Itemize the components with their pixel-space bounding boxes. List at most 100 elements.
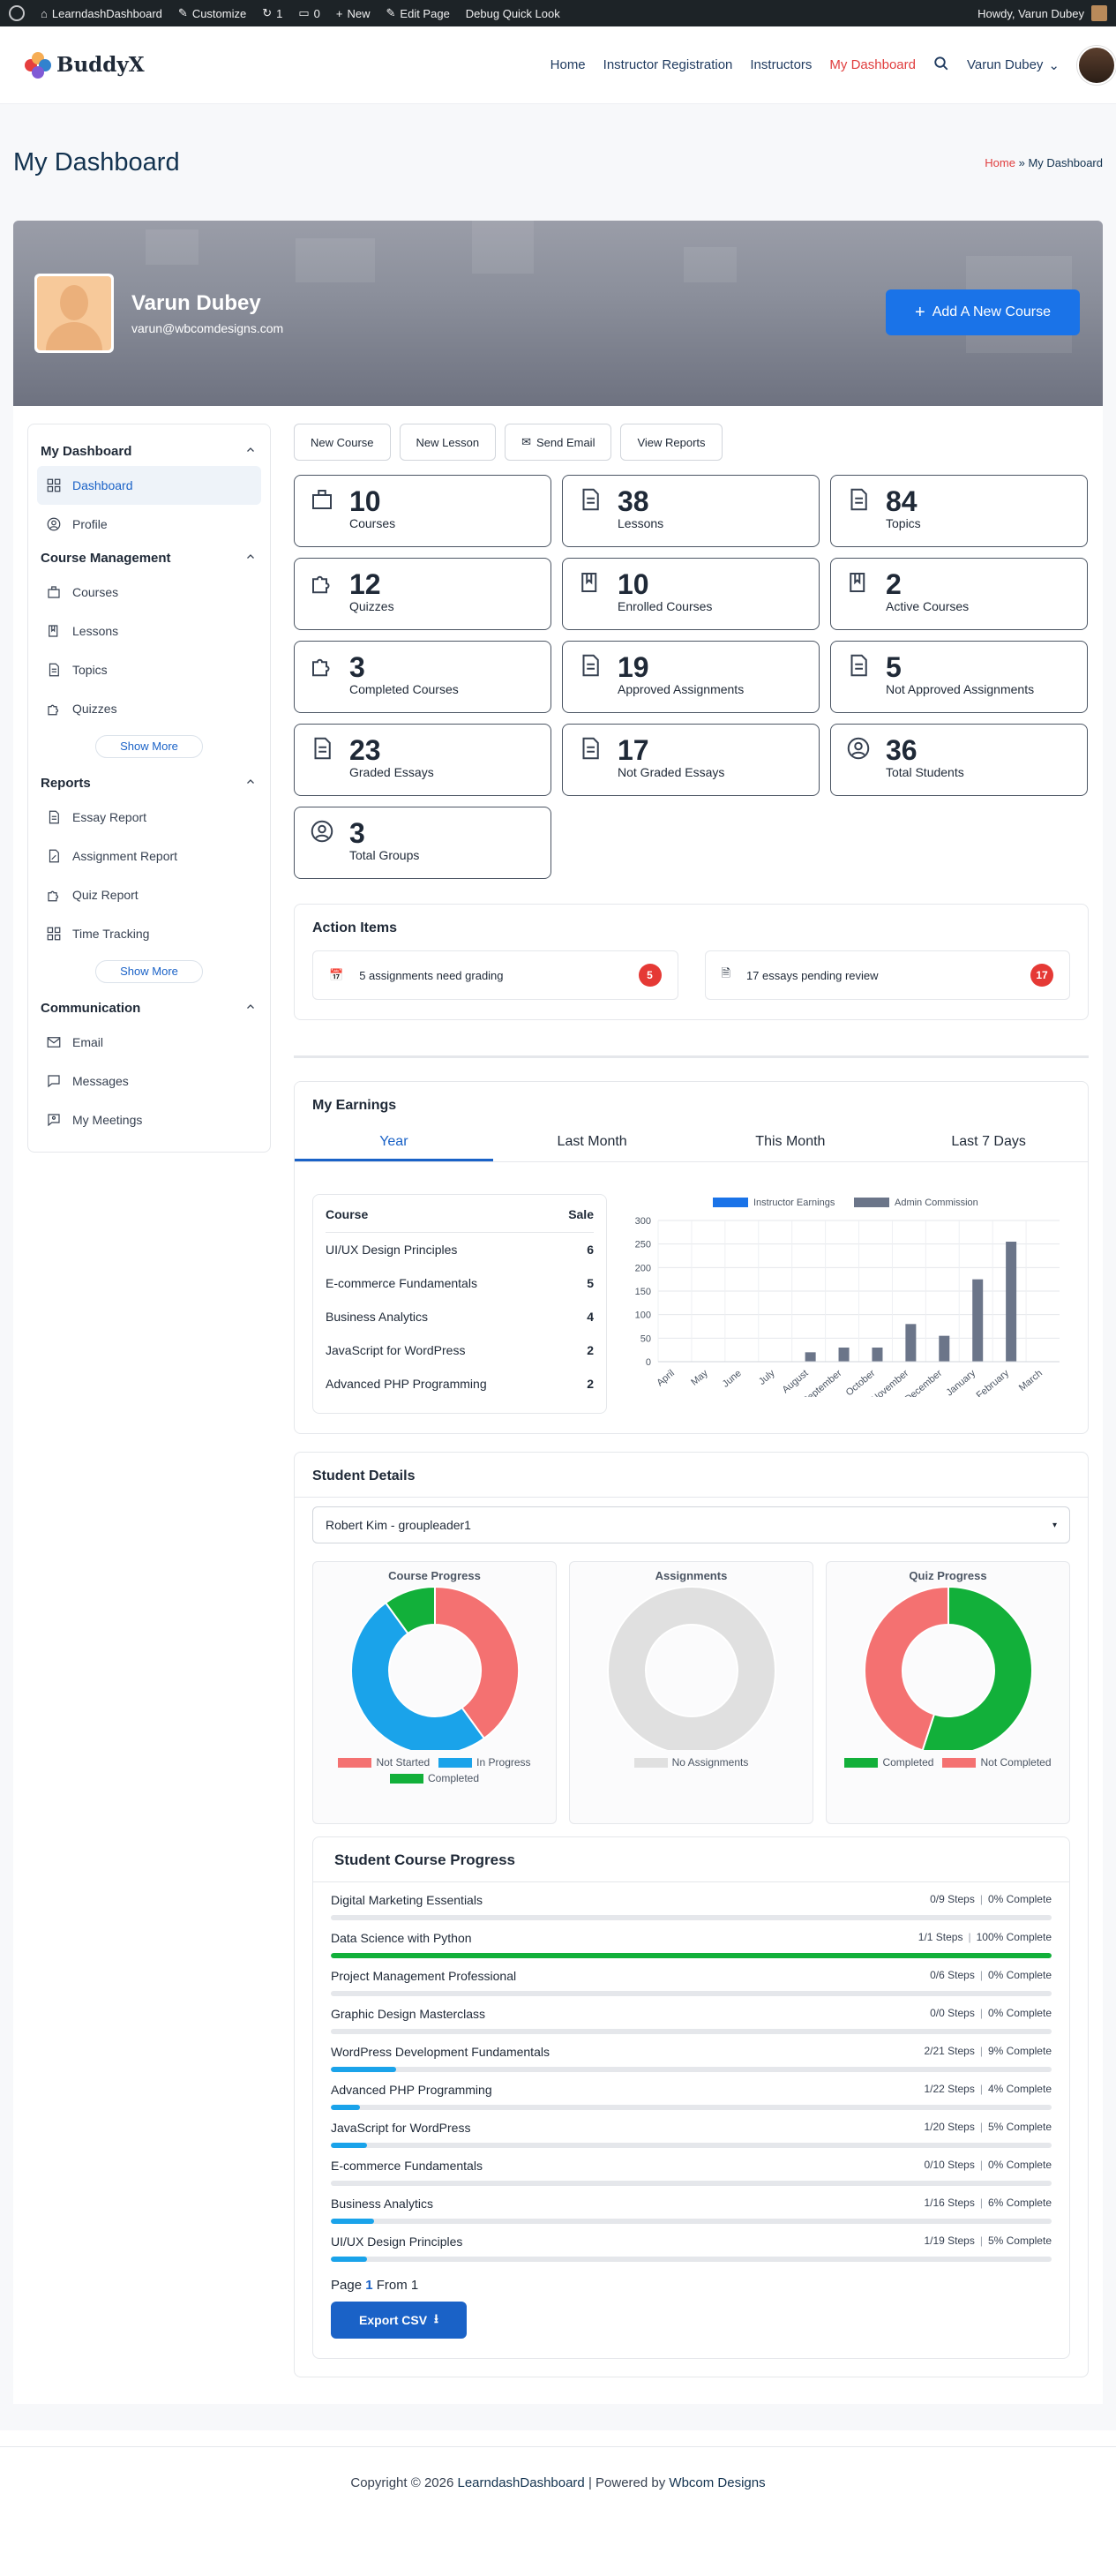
footer-site-link[interactable]: LearndashDashboard xyxy=(457,2475,585,2490)
footer-company-link[interactable]: Wbcom Designs xyxy=(669,2475,766,2490)
course-name[interactable]: UI/UX Design Principles xyxy=(331,2234,463,2249)
y-tick-label: 200 xyxy=(635,1263,651,1273)
admin-new-link[interactable]: + New xyxy=(336,7,371,20)
show-more-button[interactable]: Show More xyxy=(95,960,203,983)
sidebar-item-courses[interactable]: Courses xyxy=(37,573,261,612)
stat-card[interactable]: 84 Topics xyxy=(830,475,1088,547)
page-titlebar: My Dashboard Home » My Dashboard xyxy=(0,104,1116,221)
sidebar-section-header[interactable]: Reports xyxy=(37,769,261,798)
legend-item[interactable]: Completed xyxy=(844,1756,933,1769)
new-course-button[interactable]: New Course xyxy=(294,424,391,461)
sidebar-item-profile[interactable]: Profile xyxy=(37,505,261,544)
sidebar-item-my-meetings[interactable]: My Meetings xyxy=(37,1100,261,1139)
nav-home[interactable]: Home xyxy=(550,57,586,72)
sidebar-item-lessons[interactable]: Lessons xyxy=(37,612,261,650)
sidebar-item-messages[interactable]: Messages xyxy=(37,1062,261,1100)
course-name[interactable]: Advanced PHP Programming xyxy=(331,2083,492,2097)
tab-this-month[interactable]: This Month xyxy=(755,1134,826,1149)
student-select[interactable]: Robert Kim - groupleader1 ▾ xyxy=(312,1506,1070,1543)
wordpress-logo-icon[interactable] xyxy=(9,5,25,21)
legend-item[interactable]: No Assignments xyxy=(633,1756,748,1769)
sidebar-item-time-tracking[interactable]: Time Tracking xyxy=(37,914,261,953)
stat-card[interactable]: 36 Total Students xyxy=(830,724,1088,796)
donut-card: Quiz Progress Completed Not Completed xyxy=(826,1561,1070,1824)
search-icon[interactable] xyxy=(933,56,949,75)
tab-last-7-days[interactable]: Last 7 Days xyxy=(951,1134,1026,1149)
course-name[interactable]: WordPress Development Fundamentals xyxy=(331,2045,550,2059)
nav-instructor-registration[interactable]: Instructor Registration xyxy=(603,57,733,72)
stat-card[interactable]: 10 Courses xyxy=(294,475,551,547)
nav-my-dashboard[interactable]: My Dashboard xyxy=(829,57,916,72)
admin-account[interactable]: Howdy, Varun Dubey xyxy=(977,5,1107,21)
course-progress-row: Project Management Professional 0/6 Steps… xyxy=(313,1969,1069,1996)
puzzle-icon xyxy=(46,701,62,717)
legend-swatch xyxy=(942,1757,977,1768)
stat-card[interactable]: 12 Quizzes xyxy=(294,558,551,630)
profile-avatar[interactable] xyxy=(34,274,114,353)
stat-card[interactable]: 23 Graded Essays xyxy=(294,724,551,796)
export-csv-button[interactable]: Export CSV ⭳ xyxy=(331,2302,467,2339)
admin-edit-page-link[interactable]: ✎ Edit Page xyxy=(386,6,450,20)
new-lesson-button[interactable]: New Lesson xyxy=(399,424,497,461)
user-menu[interactable]: Varun Dubey ⌄ xyxy=(967,57,1060,73)
breadcrumb-home[interactable]: Home xyxy=(985,155,1015,169)
admin-updates-link[interactable]: ↻ 1 xyxy=(262,6,282,20)
course-name[interactable]: Graphic Design Masterclass xyxy=(331,2007,486,2021)
header-avatar[interactable] xyxy=(1077,45,1116,85)
meta-divider: | xyxy=(979,2007,983,2019)
course-name[interactable]: Business Analytics xyxy=(331,2197,433,2211)
legend-item[interactable]: In Progress xyxy=(438,1756,531,1769)
course-name[interactable]: E-commerce Fundamentals xyxy=(331,2159,483,2173)
action-item-assignments[interactable]: 📅 5 assignments need grading 5 xyxy=(312,950,678,1000)
sidebar-section-header[interactable]: My Dashboard xyxy=(37,437,261,466)
send-email-button[interactable]: ✉ Send Email xyxy=(505,424,612,461)
legend-item[interactable]: Completed xyxy=(389,1772,479,1784)
stat-card[interactable]: 3 Completed Courses xyxy=(294,641,551,713)
admin-comments-link[interactable]: ▭ 0 xyxy=(298,6,320,20)
sidebar-section-title: Course Management xyxy=(41,551,171,566)
course-name[interactable]: Data Science with Python xyxy=(331,1931,472,1945)
nav-instructors[interactable]: Instructors xyxy=(750,57,813,72)
sidebar-item-quiz-report[interactable]: Quiz Report xyxy=(37,875,261,914)
sidebar-item-assignment-report[interactable]: Assignment Report xyxy=(37,837,261,875)
tab-last-month[interactable]: Last Month xyxy=(557,1134,627,1149)
send-email-label: Send Email xyxy=(536,435,595,449)
show-more-button[interactable]: Show More xyxy=(95,735,203,758)
sidebar-item-quizzes[interactable]: Quizzes xyxy=(37,689,261,728)
course-name[interactable]: Digital Marketing Essentials xyxy=(331,1893,483,1907)
stat-card[interactable]: 3 Total Groups xyxy=(294,807,551,879)
page-current[interactable]: 1 xyxy=(365,2278,373,2293)
view-reports-button[interactable]: View Reports xyxy=(620,424,723,461)
sidebar-section-header[interactable]: Course Management xyxy=(37,544,261,573)
legend-item[interactable]: Not Completed xyxy=(942,1756,1052,1769)
course-steps: 0/0 Steps xyxy=(930,2007,975,2019)
donut-legend: Completed Not Completed xyxy=(827,1756,1069,1769)
stat-card[interactable]: 10 Enrolled Courses xyxy=(562,558,820,630)
document-icon: 🗎 xyxy=(721,966,730,980)
site-logo[interactable]: BuddyX xyxy=(25,51,145,79)
sidebar-item-topics[interactable]: Topics xyxy=(37,650,261,689)
stat-card[interactable]: 17 Not Graded Essays xyxy=(562,724,820,796)
tab-year[interactable]: Year xyxy=(295,1123,493,1161)
legend-item[interactable]: Not Started xyxy=(338,1756,430,1769)
admin-site-link[interactable]: ⌂ LearndashDashboard xyxy=(41,6,162,20)
sidebar-item-dashboard[interactable]: Dashboard xyxy=(37,466,261,505)
legend-swatch xyxy=(854,1198,889,1207)
legend-label: Admin Commission xyxy=(895,1198,978,1208)
stat-card[interactable]: 2 Active Courses xyxy=(830,558,1088,630)
sidebar-item-email[interactable]: Email xyxy=(37,1023,261,1062)
stat-card[interactable]: 5 Not Approved Assignments xyxy=(830,641,1088,713)
course-name[interactable]: JavaScript for WordPress xyxy=(331,2121,471,2135)
stat-label: Active Courses xyxy=(886,599,970,613)
donut-chart xyxy=(349,1585,520,1755)
stat-card[interactable]: 19 Approved Assignments xyxy=(562,641,820,713)
sidebar-item-essay-report[interactable]: Essay Report xyxy=(37,798,261,837)
admin-customize-link[interactable]: ✎ Customize xyxy=(178,6,246,20)
action-item-essays[interactable]: 🗎 17 essays pending review 17 xyxy=(704,950,1070,1000)
sidebar-section-header[interactable]: Communication xyxy=(37,994,261,1023)
doc-icon xyxy=(46,809,62,825)
stat-card[interactable]: 38 Lessons xyxy=(562,475,820,547)
course-name[interactable]: Project Management Professional xyxy=(331,1969,517,1983)
add-new-course-button[interactable]: + Add A New Course xyxy=(886,289,1080,335)
admin-debug-link[interactable]: Debug Quick Look xyxy=(466,7,560,20)
